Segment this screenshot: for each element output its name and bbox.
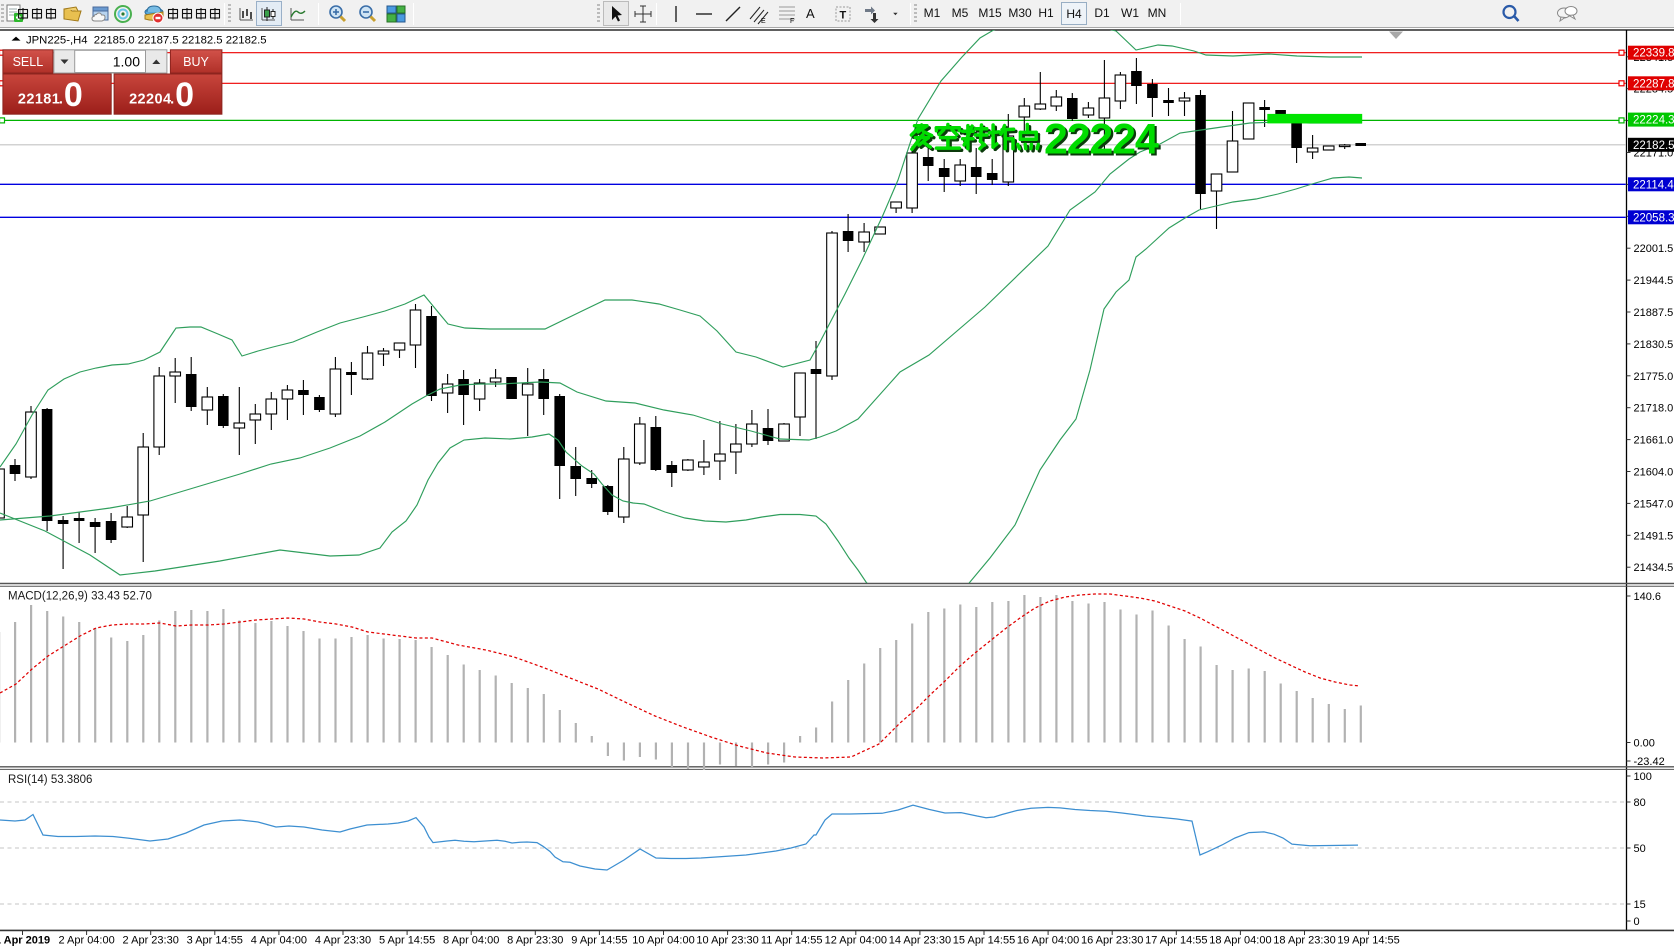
svg-text:15 Apr 14:55: 15 Apr 14:55 — [953, 935, 1015, 947]
svg-text:T: T — [840, 10, 847, 22]
svg-text:50: 50 — [1634, 843, 1646, 855]
svg-text:80: 80 — [1634, 797, 1646, 809]
svg-text:MACD(12,26,9) 33.43 52.70: MACD(12,26,9) 33.43 52.70 — [8, 591, 152, 603]
svg-text:JPN225-,H4 22185.0 22187.5 22: JPN225-,H4 22185.0 22187.5 22182.5 22182… — [26, 35, 267, 47]
svg-text:140.6: 140.6 — [1634, 591, 1662, 603]
svg-text:21661.0: 21661.0 — [1634, 435, 1674, 447]
svg-text:22181: 22181 — [18, 92, 60, 108]
svg-text:100: 100 — [1634, 771, 1652, 783]
svg-text:.: . — [59, 92, 63, 108]
svg-text:21547.0: 21547.0 — [1634, 498, 1674, 510]
svg-text:8 Apr 23:30: 8 Apr 23:30 — [507, 935, 563, 947]
svg-text:9 Apr 14:55: 9 Apr 14:55 — [571, 935, 627, 947]
svg-text:21944.5: 21944.5 — [1634, 275, 1674, 287]
svg-text:10 Apr 23:30: 10 Apr 23:30 — [696, 935, 758, 947]
svg-text:22114.4: 22114.4 — [1633, 179, 1674, 191]
svg-text:5 Apr 14:55: 5 Apr 14:55 — [379, 935, 435, 947]
svg-text:1 Apr 2019: 1 Apr 2019 — [0, 935, 50, 947]
svg-text:BUY: BUY — [183, 55, 209, 69]
svg-text:11 Apr 14:55: 11 Apr 14:55 — [761, 935, 823, 947]
svg-text:22287.8: 22287.8 — [1633, 78, 1674, 90]
svg-text:21775.0: 21775.0 — [1634, 371, 1674, 383]
svg-text:2 Apr 04:00: 2 Apr 04:00 — [58, 935, 114, 947]
svg-text:3 Apr 14:55: 3 Apr 14:55 — [187, 935, 243, 947]
svg-text:21434.5: 21434.5 — [1634, 562, 1674, 574]
svg-text:F: F — [790, 18, 794, 25]
svg-text:21830.5: 21830.5 — [1634, 339, 1674, 351]
svg-text:-23.42: -23.42 — [1634, 756, 1665, 768]
svg-text:4 Apr 04:00: 4 Apr 04:00 — [251, 935, 307, 947]
svg-text:1.00: 1.00 — [113, 54, 140, 70]
svg-text:17 Apr 14:55: 17 Apr 14:55 — [1145, 935, 1207, 947]
svg-text:2 Apr 23:30: 2 Apr 23:30 — [123, 935, 179, 947]
svg-text:10 Apr 04:00: 10 Apr 04:00 — [632, 935, 694, 947]
svg-text:4 Apr 23:30: 4 Apr 23:30 — [315, 935, 371, 947]
svg-text:8 Apr 04:00: 8 Apr 04:00 — [443, 935, 499, 947]
svg-text:21887.5: 21887.5 — [1634, 307, 1674, 319]
svg-text:22182.5: 22182.5 — [1633, 140, 1674, 152]
svg-text:22224: 22224 — [1046, 118, 1161, 166]
svg-text:22204: 22204 — [129, 92, 171, 108]
svg-text:18 Apr 23:30: 18 Apr 23:30 — [1273, 935, 1335, 947]
svg-text:21604.0: 21604.0 — [1634, 467, 1674, 479]
svg-text:0: 0 — [64, 76, 83, 114]
svg-text:18 Apr 04:00: 18 Apr 04:00 — [1209, 935, 1271, 947]
svg-text:22224.3: 22224.3 — [1633, 115, 1674, 127]
svg-text:15: 15 — [1634, 899, 1646, 911]
svg-text:16 Apr 04:00: 16 Apr 04:00 — [1017, 935, 1079, 947]
svg-text:22058.3: 22058.3 — [1633, 212, 1674, 224]
svg-text:12 Apr 04:00: 12 Apr 04:00 — [825, 935, 887, 947]
svg-text:22339.8: 22339.8 — [1633, 48, 1674, 60]
svg-text:E: E — [761, 18, 766, 25]
svg-text:22224: 22224 — [1044, 116, 1159, 164]
svg-text:14 Apr 23:30: 14 Apr 23:30 — [889, 935, 951, 947]
svg-text:21491.5: 21491.5 — [1634, 530, 1674, 542]
svg-text:16 Apr 23:30: 16 Apr 23:30 — [1081, 935, 1143, 947]
svg-text:SELL: SELL — [13, 55, 44, 69]
svg-text:22001.5: 22001.5 — [1634, 243, 1674, 255]
svg-text:0: 0 — [1634, 916, 1640, 928]
svg-text:RSI(14) 53.3806: RSI(14) 53.3806 — [8, 774, 92, 786]
svg-text:0.00: 0.00 — [1634, 738, 1655, 750]
svg-text:.: . — [170, 92, 174, 108]
svg-text:0: 0 — [175, 76, 194, 114]
svg-text:19 Apr 14:55: 19 Apr 14:55 — [1337, 935, 1399, 947]
svg-text:21718.0: 21718.0 — [1634, 403, 1674, 415]
